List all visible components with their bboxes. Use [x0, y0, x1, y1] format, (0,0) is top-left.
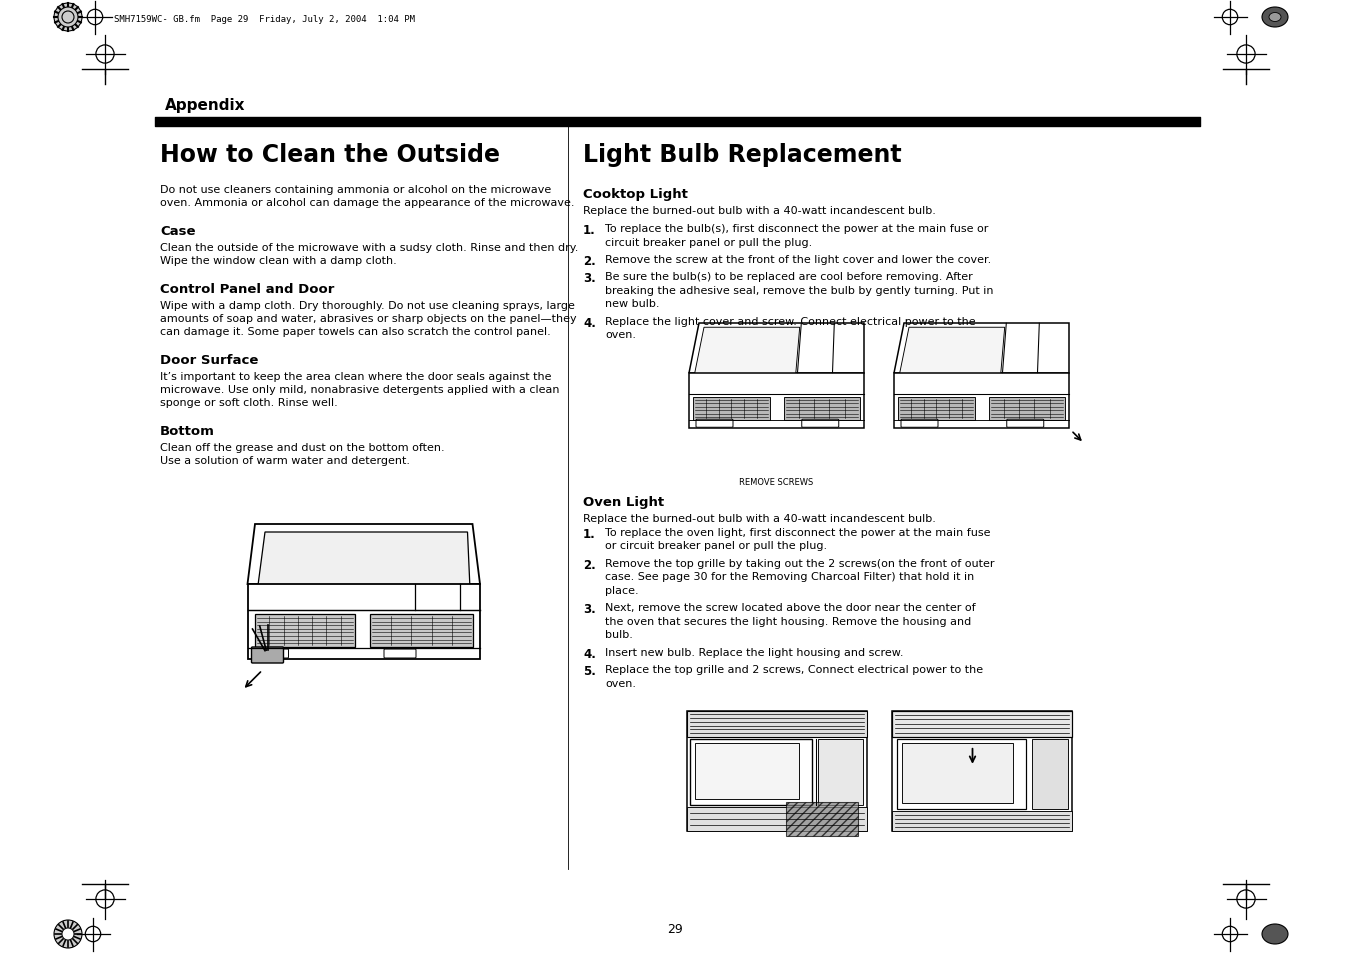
Text: Door Surface: Door Surface — [159, 354, 258, 367]
FancyBboxPatch shape — [251, 647, 284, 663]
Text: Insert new bulb. Replace the light housing and screw.: Insert new bulb. Replace the light housi… — [605, 647, 904, 658]
Text: Bottom: Bottom — [159, 424, 215, 437]
Text: Do not use cleaners containing ammonia or alcohol on the microwave: Do not use cleaners containing ammonia o… — [159, 185, 551, 194]
Bar — [785, 802, 858, 836]
Bar — [897, 740, 1027, 809]
Text: 2.: 2. — [584, 558, 596, 572]
Ellipse shape — [1269, 13, 1281, 23]
Text: It’s important to keep the area clean where the door seals against the: It’s important to keep the area clean wh… — [159, 372, 551, 381]
Text: Replace the light cover and screw. Connect electrical power to the: Replace the light cover and screw. Conne… — [605, 316, 975, 327]
Bar — [693, 397, 770, 421]
Text: Cooktop Light: Cooktop Light — [584, 188, 688, 201]
Text: Be sure the bulb(s) to be replaced are cool before removing. After: Be sure the bulb(s) to be replaced are c… — [605, 273, 973, 282]
Bar — [689, 740, 812, 805]
Text: Wipe with a damp cloth. Dry thoroughly. Do not use cleaning sprays, large: Wipe with a damp cloth. Dry thoroughly. … — [159, 301, 576, 311]
Circle shape — [54, 920, 82, 948]
Text: 5.: 5. — [584, 665, 596, 678]
Text: To replace the oven light, first disconnect the power at the main fuse: To replace the oven light, first disconn… — [605, 527, 990, 537]
Text: place.: place. — [605, 585, 639, 596]
Text: 4.: 4. — [584, 316, 596, 330]
FancyBboxPatch shape — [696, 420, 734, 428]
Text: How to Clean the Outside: How to Clean the Outside — [159, 143, 500, 167]
Bar — [255, 615, 355, 647]
Text: 29: 29 — [667, 923, 682, 936]
Text: Wipe the window clean with a damp cloth.: Wipe the window clean with a damp cloth. — [159, 255, 397, 266]
Text: oven. Ammonia or alcohol can damage the appearance of the microwave.: oven. Ammonia or alcohol can damage the … — [159, 198, 574, 208]
Bar — [901, 743, 1013, 802]
Text: 3.: 3. — [584, 603, 596, 616]
Bar — [686, 711, 866, 831]
Text: 1.: 1. — [584, 224, 596, 236]
Polygon shape — [894, 374, 1069, 429]
Text: Oven Light: Oven Light — [584, 496, 665, 509]
Bar — [694, 743, 798, 799]
Circle shape — [62, 928, 74, 940]
Text: REMOVE SCREWS: REMOVE SCREWS — [739, 477, 813, 486]
Polygon shape — [894, 324, 1069, 374]
Text: the oven that secures the light housing. Remove the housing and: the oven that secures the light housing.… — [605, 617, 971, 626]
Text: circuit breaker panel or pull the plug.: circuit breaker panel or pull the plug. — [605, 237, 812, 247]
FancyBboxPatch shape — [257, 649, 289, 659]
Text: Replace the burned-out bulb with a 40-watt incandescent bulb.: Replace the burned-out bulb with a 40-wa… — [584, 514, 936, 523]
Text: Replace the top grille and 2 screws, Connect electrical power to the: Replace the top grille and 2 screws, Con… — [605, 665, 984, 675]
FancyBboxPatch shape — [384, 649, 416, 659]
Text: or circuit breaker panel or pull the plug.: or circuit breaker panel or pull the plu… — [605, 541, 827, 551]
Text: oven.: oven. — [605, 330, 636, 340]
Text: microwave. Use only mild, nonabrasive detergents applied with a clean: microwave. Use only mild, nonabrasive de… — [159, 385, 559, 395]
Text: bulb.: bulb. — [605, 630, 632, 639]
Bar — [892, 711, 1071, 831]
Text: can damage it. Some paper towels can also scratch the control panel.: can damage it. Some paper towels can als… — [159, 327, 551, 336]
Bar — [898, 397, 974, 421]
Polygon shape — [898, 328, 1005, 377]
Text: 4.: 4. — [584, 647, 596, 660]
Ellipse shape — [1262, 8, 1288, 28]
Bar — [1032, 740, 1067, 809]
Text: breaking the adhesive seal, remove the bulb by gently turning. Put in: breaking the adhesive seal, remove the b… — [605, 286, 993, 295]
Bar — [892, 811, 1071, 831]
Text: Case: Case — [159, 225, 196, 237]
Polygon shape — [694, 328, 800, 377]
Polygon shape — [247, 524, 480, 584]
Bar — [370, 615, 473, 647]
Text: oven.: oven. — [605, 679, 636, 688]
Text: Remove the top grille by taking out the 2 screws(on the front of outer: Remove the top grille by taking out the … — [605, 558, 994, 568]
Text: Use a solution of warm water and detergent.: Use a solution of warm water and deterge… — [159, 456, 409, 465]
Polygon shape — [689, 374, 865, 429]
Text: sponge or soft cloth. Rinse well.: sponge or soft cloth. Rinse well. — [159, 397, 338, 408]
Bar — [819, 740, 863, 805]
Text: 3.: 3. — [584, 273, 596, 285]
FancyBboxPatch shape — [1006, 420, 1044, 428]
Text: Clean off the grease and dust on the bottom often.: Clean off the grease and dust on the bot… — [159, 442, 444, 453]
FancyBboxPatch shape — [801, 420, 839, 428]
Text: Control Panel and Door: Control Panel and Door — [159, 283, 335, 295]
Circle shape — [54, 4, 82, 32]
Text: Replace the burned-out bulb with a 40-watt incandescent bulb.: Replace the burned-out bulb with a 40-wa… — [584, 206, 936, 215]
Text: Next, remove the screw located above the door near the center of: Next, remove the screw located above the… — [605, 603, 975, 613]
Text: Remove the screw at the front of the light cover and lower the cover.: Remove the screw at the front of the lig… — [605, 254, 992, 265]
Polygon shape — [689, 324, 865, 374]
Ellipse shape — [1262, 924, 1288, 944]
Polygon shape — [247, 584, 480, 659]
FancyBboxPatch shape — [901, 420, 938, 428]
Polygon shape — [258, 533, 470, 589]
Bar — [686, 807, 866, 831]
Text: Clean the outside of the microwave with a sudsy cloth. Rinse and then dry.: Clean the outside of the microwave with … — [159, 243, 578, 253]
Text: 2.: 2. — [584, 254, 596, 268]
Text: amounts of soap and water, abrasives or sharp objects on the panel—they: amounts of soap and water, abrasives or … — [159, 314, 577, 324]
Text: new bulb.: new bulb. — [605, 299, 659, 309]
Text: To replace the bulb(s), first disconnect the power at the main fuse or: To replace the bulb(s), first disconnect… — [605, 224, 989, 233]
Bar — [892, 711, 1071, 737]
Bar — [989, 397, 1065, 421]
Text: Light Bulb Replacement: Light Bulb Replacement — [584, 143, 901, 167]
Text: Appendix: Appendix — [165, 98, 246, 112]
Text: SMH7159WC- GB.fm  Page 29  Friday, July 2, 2004  1:04 PM: SMH7159WC- GB.fm Page 29 Friday, July 2,… — [113, 14, 415, 24]
Text: case. See page 30 for the Removing Charcoal Filter) that hold it in: case. See page 30 for the Removing Charc… — [605, 572, 974, 582]
Bar — [784, 397, 861, 421]
Bar — [686, 711, 866, 737]
Text: 1.: 1. — [584, 527, 596, 540]
